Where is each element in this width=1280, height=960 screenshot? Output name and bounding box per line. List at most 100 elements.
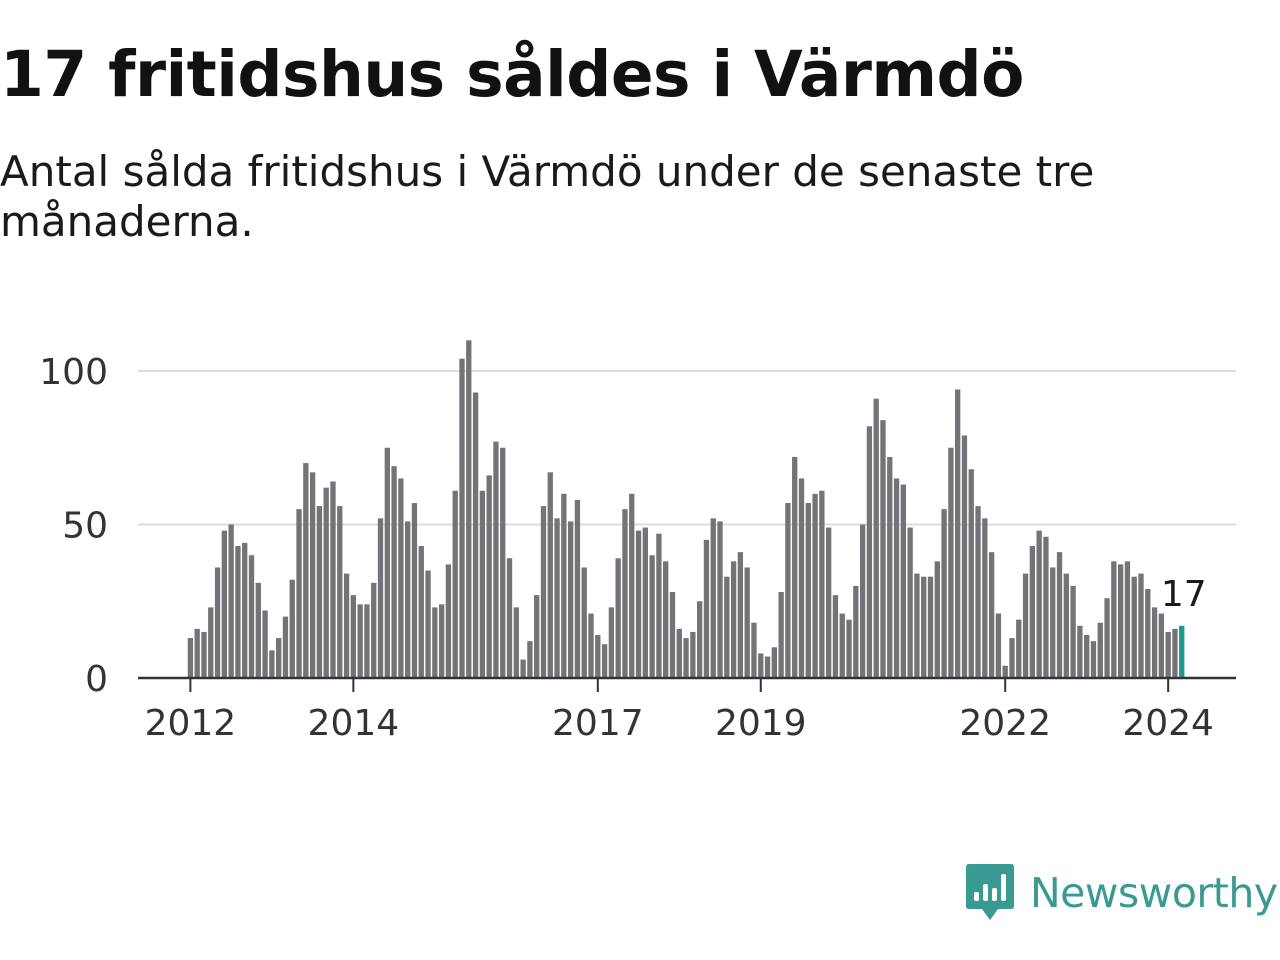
highlight-bar: [1179, 625, 1185, 678]
bar: [927, 576, 934, 678]
bar: [459, 358, 465, 678]
bar: [934, 561, 940, 678]
bar: [567, 521, 574, 678]
bar: [398, 478, 404, 678]
y-tick-label: 100: [39, 352, 108, 393]
bar: [506, 558, 513, 678]
bars: [187, 340, 1185, 678]
x-tick-label: 2024: [1122, 703, 1214, 744]
bar: [405, 521, 411, 678]
bar: [1097, 622, 1103, 678]
bar: [805, 503, 811, 678]
bar: [581, 567, 587, 678]
bar: [377, 518, 384, 678]
bar: [737, 552, 744, 678]
bar: [792, 456, 798, 678]
bar: [1077, 625, 1083, 678]
bar: [601, 644, 608, 678]
bar: [1056, 552, 1063, 678]
x-tick-label: 2014: [308, 703, 400, 744]
bar: [1084, 635, 1090, 678]
bar: [771, 647, 777, 678]
bar: [513, 607, 519, 678]
bar: [873, 398, 879, 678]
bar: [744, 567, 750, 678]
bar: [730, 561, 737, 678]
bar: [1050, 567, 1056, 678]
bar: [1104, 598, 1110, 678]
bar: [846, 619, 852, 678]
bar: [479, 490, 486, 678]
bar: [975, 506, 981, 678]
latest-value-label: 17: [1161, 574, 1207, 615]
bar: [1063, 573, 1069, 678]
bar: [1117, 564, 1124, 678]
bar: [1090, 641, 1097, 678]
bar: [452, 490, 458, 678]
bar: [357, 604, 363, 678]
bar: [269, 650, 275, 678]
bar: [438, 604, 445, 678]
bar: [798, 478, 805, 678]
bar: [961, 435, 968, 678]
bar: [724, 576, 730, 678]
bar: [350, 595, 357, 678]
bar: [493, 441, 499, 678]
bar: [527, 641, 533, 678]
bar: [1138, 573, 1144, 678]
bar: [778, 592, 784, 678]
bar: [323, 487, 329, 678]
bar: [248, 555, 255, 678]
bar: [364, 604, 370, 678]
bar: [1172, 628, 1178, 678]
bar: [826, 527, 832, 678]
bar: [995, 613, 1002, 678]
bar: [534, 595, 540, 678]
bar: [921, 576, 927, 678]
bar: [540, 506, 547, 678]
bar: [309, 472, 316, 678]
axes: [138, 676, 1236, 692]
bar: [425, 570, 431, 678]
labels: 0 50 100 2012 2014 2017 2019 2022 2024 17: [39, 352, 1214, 744]
bar: [1165, 631, 1171, 678]
bar: [717, 521, 723, 678]
bar: [629, 493, 635, 678]
bar: [214, 567, 221, 678]
x-tick-label: 2012: [145, 703, 237, 744]
bar: [690, 631, 696, 678]
bar: [1151, 607, 1158, 678]
bar: [371, 582, 377, 678]
bar: [1070, 585, 1076, 678]
bar: [221, 530, 227, 678]
bar: [812, 493, 818, 678]
bar: [907, 527, 913, 678]
y-tick-label: 50: [62, 506, 108, 547]
bar: [703, 539, 710, 678]
x-tick-label: 2022: [959, 703, 1051, 744]
bar: [785, 503, 791, 678]
bar: [697, 601, 703, 678]
bar: [649, 555, 655, 678]
bar: [1111, 561, 1117, 678]
bar: [343, 573, 350, 678]
bar: [208, 607, 214, 678]
bar: [832, 595, 839, 678]
bar: [988, 552, 995, 678]
bar: [445, 564, 452, 678]
bar: [751, 622, 757, 678]
bar: [486, 475, 492, 678]
bar: [520, 659, 526, 678]
bar: [303, 463, 309, 678]
bar: [411, 503, 418, 678]
newsworthy-logo: Newsworthy: [964, 862, 1278, 924]
bar: [194, 628, 200, 678]
bar: [337, 506, 343, 678]
bar: [948, 447, 954, 678]
bar: [683, 638, 689, 678]
bar: [622, 509, 628, 678]
bar: [432, 607, 438, 678]
bar: [554, 518, 560, 678]
bar: [663, 561, 669, 678]
bar: [384, 447, 390, 678]
